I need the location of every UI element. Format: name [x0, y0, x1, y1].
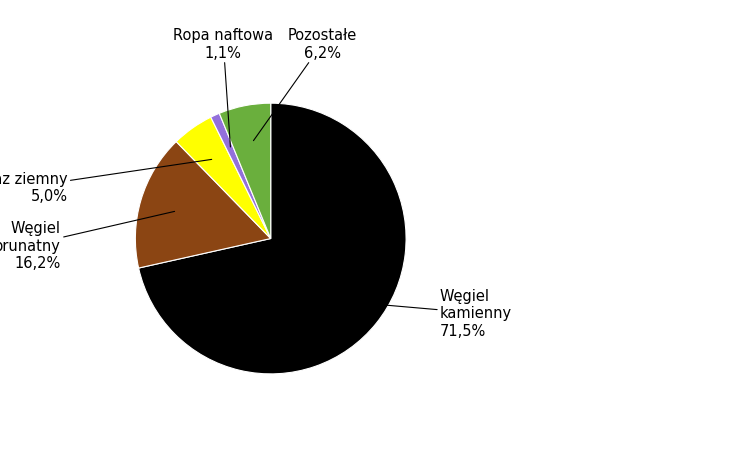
Text: Ropa naftowa
1,1%: Ropa naftowa 1,1% — [173, 28, 274, 147]
Text: Węgiel
brunatny
16,2%: Węgiel brunatny 16,2% — [0, 212, 174, 271]
Wedge shape — [135, 143, 271, 268]
Wedge shape — [138, 104, 406, 374]
Wedge shape — [220, 104, 271, 239]
Wedge shape — [176, 118, 271, 239]
Text: Węgiel
kamienny
71,5%: Węgiel kamienny 71,5% — [353, 289, 512, 338]
Text: Gaz ziemny
5,0%: Gaz ziemny 5,0% — [0, 160, 211, 204]
Wedge shape — [211, 114, 271, 239]
Text: Pozostałe
6,2%: Pozostałe 6,2% — [253, 28, 356, 141]
